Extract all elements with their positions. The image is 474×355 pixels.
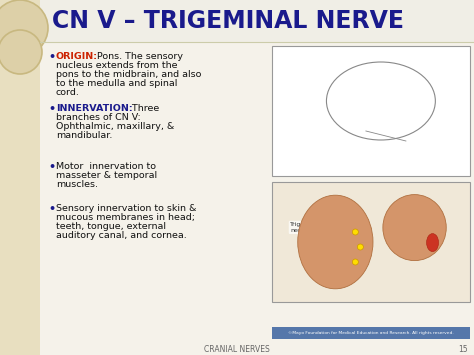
Text: CN V – TRIGEMINAL NERVE: CN V – TRIGEMINAL NERVE bbox=[52, 9, 404, 33]
Text: •: • bbox=[48, 104, 55, 114]
Circle shape bbox=[352, 259, 358, 265]
Text: ©Mayo Foundation for Medical Education and Research. All rights reserved.: ©Mayo Foundation for Medical Education a… bbox=[288, 331, 454, 335]
Text: INNERVATION:: INNERVATION: bbox=[56, 104, 133, 113]
Circle shape bbox=[352, 229, 358, 235]
Text: cord.: cord. bbox=[56, 88, 80, 97]
Text: to the medulla and spinal: to the medulla and spinal bbox=[56, 79, 177, 88]
Circle shape bbox=[0, 30, 42, 74]
Text: branches of CN V:: branches of CN V: bbox=[56, 113, 141, 122]
Text: teeth, tongue, external: teeth, tongue, external bbox=[56, 222, 166, 231]
FancyBboxPatch shape bbox=[272, 182, 470, 302]
Text: 15: 15 bbox=[458, 345, 468, 355]
FancyBboxPatch shape bbox=[272, 327, 470, 339]
Text: Three: Three bbox=[126, 104, 159, 113]
Circle shape bbox=[0, 0, 48, 56]
Text: Pons. The sensory: Pons. The sensory bbox=[94, 52, 183, 61]
Text: •: • bbox=[48, 162, 55, 172]
FancyBboxPatch shape bbox=[0, 0, 40, 355]
Text: •: • bbox=[48, 52, 55, 62]
Circle shape bbox=[357, 244, 364, 250]
Ellipse shape bbox=[383, 195, 446, 261]
Text: auditory canal, and cornea.: auditory canal, and cornea. bbox=[56, 231, 187, 240]
FancyBboxPatch shape bbox=[272, 46, 470, 176]
Text: mucous membranes in head;: mucous membranes in head; bbox=[56, 213, 195, 222]
Text: Trigeminal
nerve: Trigeminal nerve bbox=[290, 222, 323, 233]
Text: ORIGIN:: ORIGIN: bbox=[56, 52, 98, 61]
Text: muscles.: muscles. bbox=[56, 180, 98, 189]
Ellipse shape bbox=[427, 234, 438, 252]
Text: Sensory innervation to skin &: Sensory innervation to skin & bbox=[56, 204, 196, 213]
Text: Motor  innervation to: Motor innervation to bbox=[56, 162, 156, 171]
Text: •: • bbox=[48, 204, 55, 214]
Text: nucleus extends from the: nucleus extends from the bbox=[56, 61, 177, 70]
Ellipse shape bbox=[298, 195, 373, 289]
FancyBboxPatch shape bbox=[40, 0, 474, 42]
Text: Ophthalmic, maxillary, &: Ophthalmic, maxillary, & bbox=[56, 122, 174, 131]
Text: pons to the midbrain, and also: pons to the midbrain, and also bbox=[56, 70, 201, 79]
Text: CRANIAL NERVES: CRANIAL NERVES bbox=[204, 345, 270, 355]
Text: masseter & temporal: masseter & temporal bbox=[56, 171, 157, 180]
Text: mandibular.: mandibular. bbox=[56, 131, 112, 140]
